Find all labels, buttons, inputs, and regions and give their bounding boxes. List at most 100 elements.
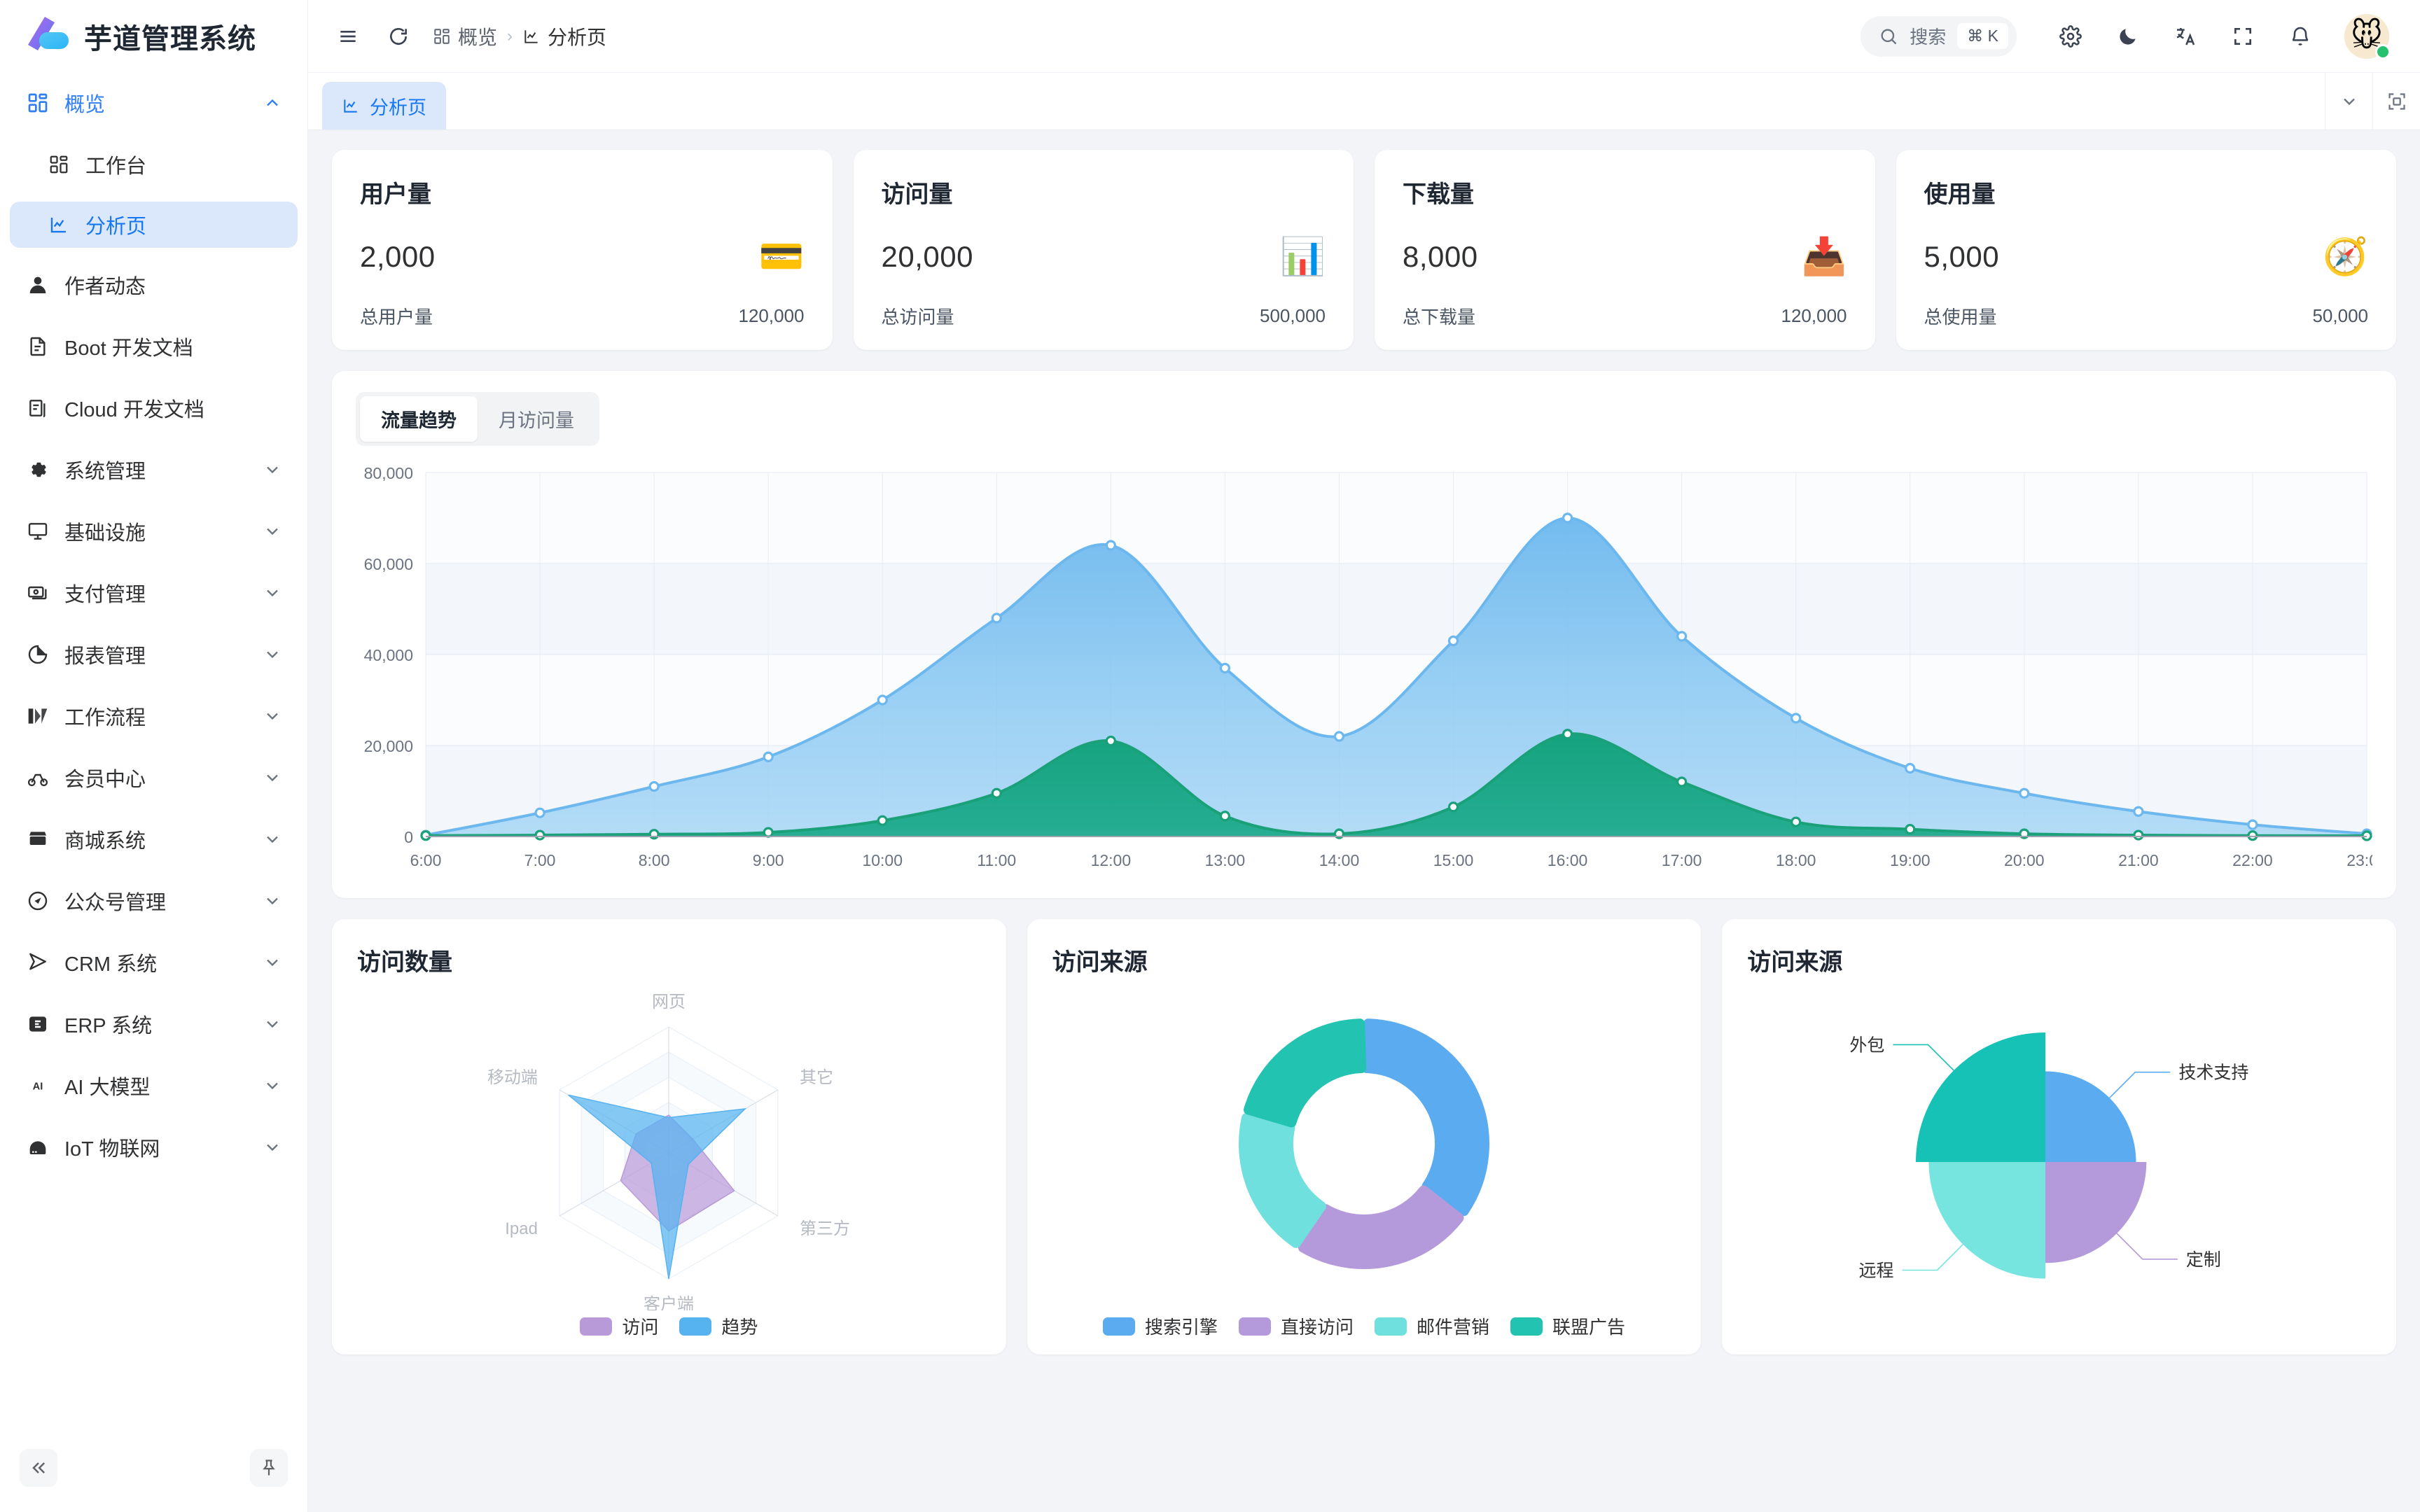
chevron-down-icon[interactable] (261, 1136, 284, 1158)
sidebar-footer (0, 1436, 307, 1512)
sidebar-item-analysis[interactable]: 分析页 (10, 202, 298, 248)
svg-text:80,000: 80,000 (364, 464, 413, 482)
svg-text:20,000: 20,000 (364, 737, 413, 755)
sidebar-item-label: 分析页 (85, 216, 147, 238)
trend-tab-flow[interactable]: 流量趋势 (360, 396, 478, 442)
dark-mode-button[interactable] (2108, 16, 2148, 57)
breadcrumb-item-overview[interactable]: 概览 (433, 22, 497, 50)
docs-icon (25, 396, 50, 421)
doc-icon (25, 334, 50, 359)
sidebar-item-crm[interactable]: CRM 系统 (10, 939, 298, 986)
flow-icon (25, 704, 50, 729)
avatar[interactable]: 🐭 (2344, 13, 2391, 59)
svg-text:21:00: 21:00 (2118, 851, 2159, 869)
radar-chart[interactable]: 网页 其它 第三方 客户端 Ipad 移动端 (357, 981, 981, 1310)
sidebar-item-workflow[interactable]: 工作流程 (10, 693, 298, 739)
refresh-icon[interactable] (382, 20, 415, 52)
svg-text:移动端: 移动端 (487, 1068, 538, 1087)
cursor-icon (25, 950, 50, 975)
trend-area-chart[interactable]: 0 20,000 40,000 60,000 80,000 6:00 7:00 8:00 9:0… (356, 460, 2372, 880)
sidebar-collapse-button[interactable] (20, 1449, 57, 1487)
sidebar-item-cloud-docs[interactable]: Cloud 开发文档 (10, 385, 298, 431)
main-area: 概览 › 分析页 搜索 ⌘ K (308, 0, 2420, 1512)
brand-logo[interactable]: 芋道管理系统 (0, 0, 307, 73)
svg-text:第三方: 第三方 (800, 1219, 850, 1238)
notifications-button[interactable] (2280, 16, 2321, 57)
payment-icon (25, 580, 50, 606)
sidebar-item-system-mgmt[interactable]: 系统管理 (10, 447, 298, 493)
donut-chart[interactable] (1052, 981, 1676, 1310)
legend-item[interactable]: 邮件营销 (1375, 1313, 1489, 1339)
legend-item[interactable]: 直接访问 (1238, 1313, 1354, 1339)
legend-swatch (1238, 1317, 1271, 1336)
chevron-down-icon[interactable] (261, 643, 284, 666)
radar-title: 访问数量 (357, 949, 452, 976)
legend-item[interactable]: 趋势 (679, 1313, 758, 1339)
sidebar-item-label: Cloud 开发文档 (64, 399, 204, 421)
sidebar-item-author-news[interactable]: 作者动态 (10, 262, 298, 308)
chevron-down-icon[interactable] (261, 705, 284, 727)
sidebar-item-iot[interactable]: IoT 物联网 (10, 1124, 298, 1170)
svg-text:40,000: 40,000 (364, 646, 413, 664)
svg-text:定制: 定制 (2185, 1250, 2220, 1270)
rose-pie-chart[interactable]: 技术支持 定制 远程 外包 (1747, 981, 2371, 1345)
translate-icon[interactable] (2165, 16, 2206, 57)
chevron-down-icon[interactable] (261, 890, 284, 912)
sidebar-item-payment-mgmt[interactable]: 支付管理 (10, 570, 298, 616)
search-input[interactable]: 搜索 ⌘ K (1861, 15, 2017, 57)
chevron-down-icon[interactable] (261, 766, 284, 789)
breadcrumb-label: 概览 (458, 26, 498, 48)
pin-icon[interactable] (250, 1449, 288, 1487)
stat-card-visits: 访问量 20,000 📊 总访问量 500,000 (853, 150, 1354, 350)
svg-text:14:00: 14:00 (1319, 851, 1360, 869)
tab-analysis[interactable]: 分析页 (322, 82, 446, 130)
sidebar-item-report-mgmt[interactable]: 报表管理 (10, 631, 298, 678)
settings-button[interactable] (2050, 16, 2091, 57)
chevron-down-icon[interactable] (261, 1013, 284, 1035)
topbar: 概览 › 分析页 搜索 ⌘ K (308, 0, 2420, 73)
card-title: 访问量 (881, 181, 953, 208)
sidebar-item-infrastructure[interactable]: 基础设施 (10, 508, 298, 554)
svg-text:8:00: 8:00 (639, 851, 670, 869)
chevron-down-icon[interactable] (261, 458, 284, 481)
chevron-down-icon[interactable] (261, 951, 284, 974)
chevron-down-icon[interactable] (261, 828, 284, 850)
sidebar-item-mp-mgmt[interactable]: 公众号管理 (10, 878, 298, 924)
chevron-down-icon[interactable] (261, 582, 284, 604)
svg-text:11:00: 11:00 (977, 851, 1016, 869)
legend-item[interactable]: 访问 (580, 1313, 658, 1339)
tabbar-more-button[interactable] (2325, 73, 2372, 130)
chevron-up-icon[interactable] (261, 92, 284, 114)
sidebar-item-mall-system[interactable]: 商城系统 (10, 816, 298, 862)
sidebar-item-ai-model[interactable]: AI AI 大模型 (10, 1063, 298, 1109)
rose-pie-title: 访问来源 (1747, 949, 1843, 976)
sidebar-item-label: 作者动态 (64, 276, 146, 298)
sidebar-item-workbench[interactable]: 工作台 (10, 141, 298, 188)
hamburger-icon[interactable] (332, 20, 364, 52)
breadcrumb-label: 分析页 (548, 26, 607, 48)
card-foot-value: 120,000 (738, 305, 805, 326)
ai-icon: AI (25, 1073, 50, 1098)
breadcrumb-item-analysis[interactable]: 分析页 (522, 22, 606, 50)
legend-item[interactable]: 联盟广告 (1510, 1313, 1625, 1339)
legend-swatch (679, 1317, 712, 1336)
trend-tab-monthly[interactable]: 月访问量 (499, 410, 574, 431)
monitor-icon (25, 519, 50, 544)
sidebar-item-label: 报表管理 (64, 645, 146, 668)
legend-item[interactable]: 搜索引擎 (1102, 1313, 1218, 1339)
card-value: 8,000 (1403, 240, 1478, 273)
sidebar-item-erp[interactable]: ERP 系统 (10, 1001, 298, 1047)
sidebar-item-overview[interactable]: 概览 (10, 80, 298, 126)
svg-text:19:00: 19:00 (1890, 851, 1931, 869)
fullscreen-button[interactable] (2223, 16, 2263, 57)
brand-title: 芋道管理系统 (84, 24, 256, 55)
sidebar-item-label: 系统管理 (64, 461, 146, 483)
chevron-down-icon[interactable] (261, 520, 284, 542)
chevron-down-icon[interactable] (261, 1074, 284, 1097)
stat-card-users: 用户量 2,000 💳 总用户量 120,000 (332, 150, 833, 350)
card-title: 使用量 (1924, 181, 1996, 208)
sidebar-item-boot-docs[interactable]: Boot 开发文档 (10, 323, 298, 370)
sidebar-item-label: ERP 系统 (64, 1015, 153, 1037)
sidebar-item-member-center[interactable]: 会员中心 (10, 755, 298, 801)
tabbar-maximize-button[interactable] (2372, 73, 2420, 130)
